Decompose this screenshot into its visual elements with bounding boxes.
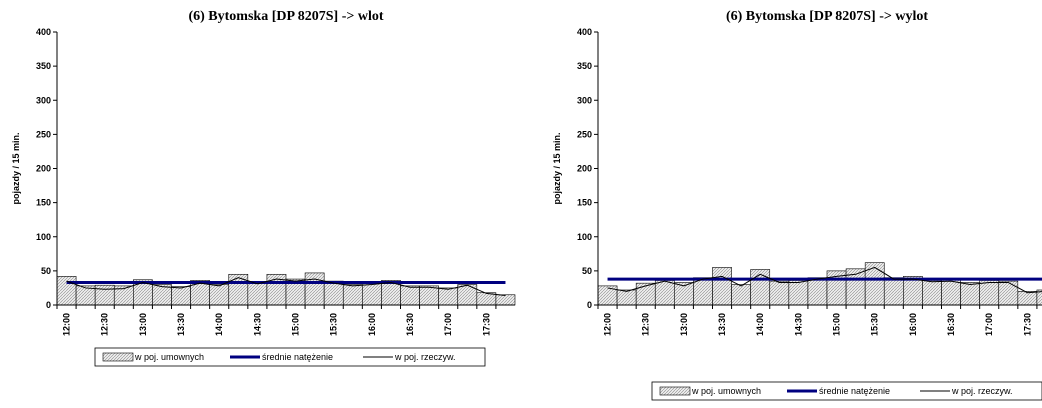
bar <box>438 287 459 306</box>
legend-box <box>651 381 1042 401</box>
x-tick-label: 17:30 <box>481 313 491 336</box>
x-tick-label: 13:30 <box>176 313 186 336</box>
x-tick-label: 17:00 <box>984 313 994 336</box>
bar <box>362 282 382 306</box>
x-tick-label: 16:00 <box>367 313 377 336</box>
y-tick-label: 400 <box>36 27 51 37</box>
bar <box>807 277 828 306</box>
legend-label: w poj. umownych <box>134 352 204 362</box>
x-tick-label: 16:30 <box>946 313 956 336</box>
x-tick-label: 16:30 <box>405 313 415 336</box>
line <box>66 277 506 296</box>
bar <box>94 284 115 306</box>
bar <box>883 277 904 306</box>
bar <box>1036 289 1042 306</box>
x-tick-label: 15:00 <box>832 313 842 336</box>
bar <box>342 284 363 306</box>
bar <box>209 284 230 306</box>
x-tick-label: 15:30 <box>329 313 339 336</box>
x-tick-label: 13:00 <box>679 313 689 336</box>
bar <box>400 285 420 306</box>
y-tick-label: 0 <box>46 300 51 310</box>
bar <box>56 276 77 306</box>
bar <box>304 272 325 306</box>
legend-label: w poj. umownych <box>691 386 761 396</box>
chart-title: (6) Bytomska [DP 8207S] -> wlot <box>188 9 383 24</box>
line <box>607 266 1042 294</box>
bar <box>769 280 790 306</box>
bar <box>731 284 751 306</box>
x-tick-label: 13:00 <box>138 313 148 336</box>
bar <box>864 262 885 306</box>
y-tick-label: 200 <box>577 164 592 174</box>
bar <box>712 267 732 306</box>
bar <box>1017 291 1038 306</box>
x-tick-label: 17:30 <box>1022 313 1032 336</box>
y-tick-label: 100 <box>36 232 51 242</box>
x-tick-label: 14:00 <box>214 313 224 336</box>
x-tick-label: 17:00 <box>443 313 453 336</box>
x-tick-label: 14:30 <box>793 313 803 336</box>
y-tick-label: 250 <box>36 129 51 139</box>
bar <box>323 280 344 306</box>
bar <box>979 280 1000 306</box>
chart-title: (6) Bytomska [DP 8207S] -> wylot <box>726 9 928 24</box>
bar <box>495 294 516 306</box>
x-tick-label: 12:00 <box>603 313 613 336</box>
y-tick-label: 300 <box>577 95 592 105</box>
y-tick-label: 250 <box>577 129 592 139</box>
bar <box>922 280 942 306</box>
bar <box>788 280 809 306</box>
bar <box>228 273 249 306</box>
x-tick-label: 16:00 <box>908 313 918 336</box>
bar <box>419 285 439 306</box>
y-tick-label: 150 <box>36 198 51 208</box>
x-tick-label: 15:30 <box>870 313 880 336</box>
y-tick-label: 0 <box>587 300 592 310</box>
y-tick-label: 200 <box>36 164 51 174</box>
y-tick-label: 50 <box>582 266 592 276</box>
bar <box>654 280 675 306</box>
bar <box>152 284 172 306</box>
legend-swatch <box>102 352 134 362</box>
legend-label: w poj. rzeczyw. <box>394 352 456 362</box>
y-tick-label: 100 <box>577 232 592 242</box>
x-tick-label: 13:30 <box>717 313 727 336</box>
bar <box>171 286 191 306</box>
legend-label: średnie natężenie <box>819 386 890 396</box>
y-axis-title: pojazdy / 15 min. <box>11 132 21 204</box>
y-axis-title: pojazdy / 15 min. <box>552 132 562 204</box>
chart: (6) Bytomska [DP 8207S] -> wlot pojazdy /… <box>11 9 516 367</box>
x-tick-label: 14:30 <box>252 313 262 336</box>
x-tick-label: 12:00 <box>62 313 72 336</box>
bar <box>903 276 923 306</box>
y-tick-label: 350 <box>36 61 51 71</box>
legend-box <box>94 347 486 367</box>
y-tick-label: 300 <box>36 95 51 105</box>
bar <box>941 278 961 306</box>
bar <box>635 282 656 306</box>
x-tick-label: 15:00 <box>291 313 301 336</box>
x-tick-label: 12:30 <box>100 313 110 336</box>
y-tick-label: 50 <box>41 266 51 276</box>
y-tick-label: 350 <box>577 61 592 71</box>
legend-label: średnie natężenie <box>262 352 333 362</box>
legend-swatch <box>659 386 691 396</box>
x-tick-label: 14:00 <box>755 313 765 336</box>
bar <box>960 282 980 306</box>
bar <box>616 289 637 306</box>
bar <box>247 282 268 306</box>
chart: (6) Bytomska [DP 8207S] -> wylot pojazdy … <box>552 9 1042 401</box>
y-tick-label: 150 <box>577 198 592 208</box>
y-tick-label: 400 <box>577 27 592 37</box>
bar <box>998 280 1019 306</box>
legend-label: w poj. rzeczyw. <box>951 386 1013 396</box>
x-tick-label: 12:30 <box>641 313 651 336</box>
